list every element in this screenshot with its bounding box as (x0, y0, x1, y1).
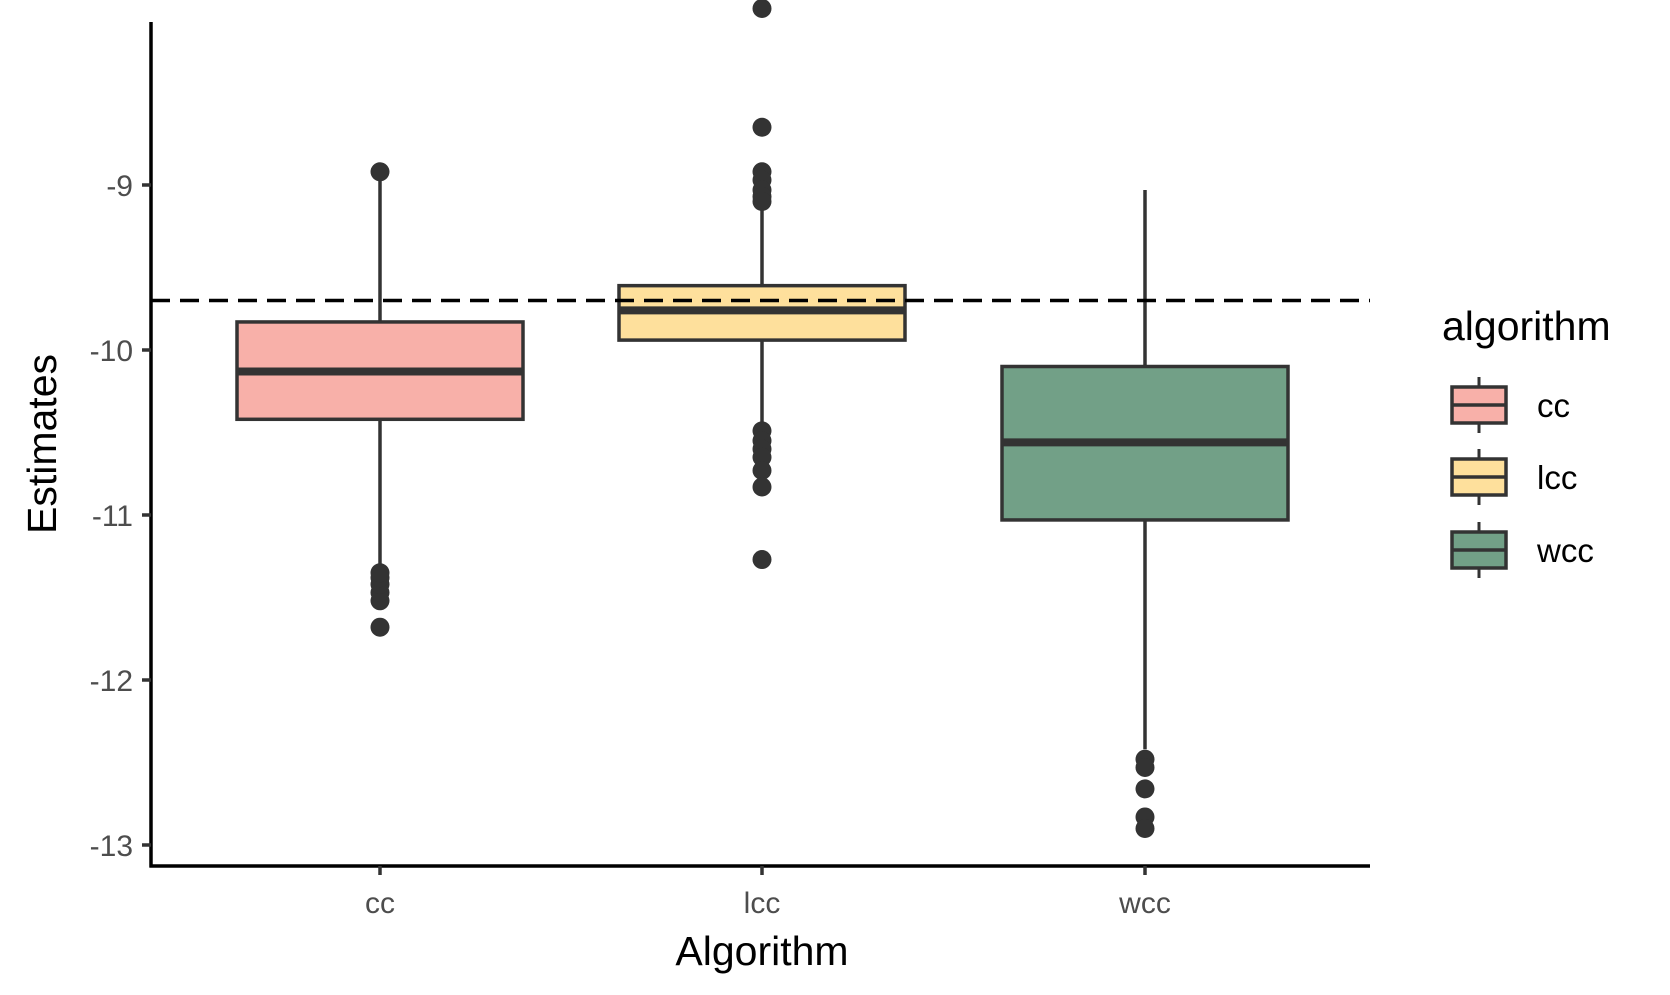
plot-area (151, 0, 1370, 838)
legend-label: cc (1537, 387, 1570, 424)
legend-title: algorithm (1442, 303, 1611, 349)
x-tick-label: lcc (744, 887, 781, 920)
box-group-wcc (1000, 189, 1290, 838)
outlier-cc-5 (370, 563, 390, 583)
legend-label: lcc (1537, 459, 1577, 496)
y-axis-title: Estimates (19, 354, 65, 534)
y-tick-label: -12 (90, 665, 133, 698)
x-axis-title: Algorithm (675, 928, 848, 974)
outlier-lcc-12 (752, 477, 772, 497)
y-tick-label: -10 (90, 335, 133, 368)
outlier-wcc-1 (1135, 757, 1155, 777)
legend-label: wcc (1536, 532, 1594, 569)
y-tick-label: -11 (92, 500, 133, 533)
box-group-cc (235, 162, 525, 637)
outlier-lcc-11 (752, 460, 772, 480)
x-tick-label: cc (365, 887, 395, 920)
axes: -9 -10 -11 -12 -13 cc lcc wcc Algorithm Estimates (19, 22, 1370, 974)
legend-item-cc: cc (1450, 377, 1570, 433)
x-tick-label: wcc (1118, 887, 1171, 920)
outlier-wcc-4 (1135, 819, 1155, 838)
outlier-wcc-2 (1135, 779, 1155, 799)
legend-item-wcc: wcc (1450, 522, 1594, 578)
outlier-lcc-6 (752, 192, 772, 211)
y-tick-label: -9 (106, 170, 133, 203)
legend-item-lcc: lcc (1450, 449, 1577, 505)
y-tick-label: -13 (90, 830, 133, 863)
box-group-lcc (617, 0, 907, 570)
outlier-lcc-13 (752, 550, 772, 570)
outlier-lcc-0 (752, 0, 772, 18)
outlier-lcc-1 (752, 117, 772, 137)
legend: algorithm cc lcc wcc (1442, 303, 1611, 578)
outlier-lcc-10 (752, 447, 772, 467)
outlier-cc-0 (370, 617, 390, 637)
outlier-cc-6 (370, 162, 390, 182)
